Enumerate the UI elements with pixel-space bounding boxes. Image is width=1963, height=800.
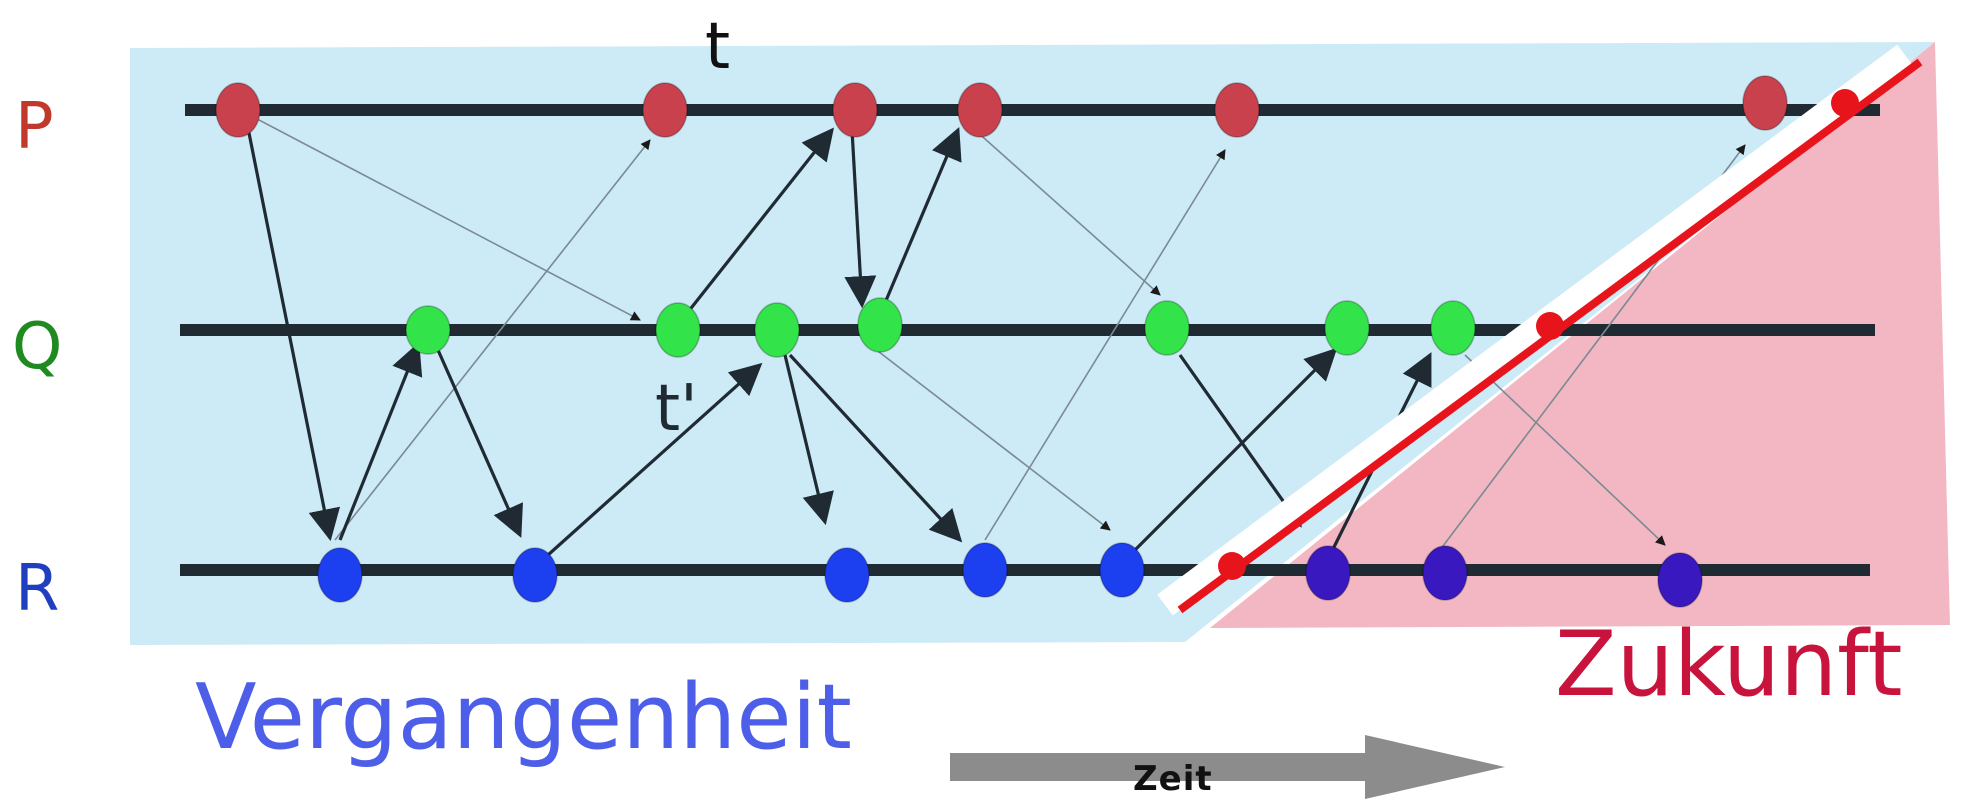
- event-Q[interactable]: [655, 302, 701, 358]
- event-R[interactable]: [962, 542, 1008, 598]
- message: [788, 353, 963, 543]
- message: [1178, 354, 1302, 528]
- message-faint: [984, 149, 1226, 541]
- process-label-Q: Q: [12, 310, 62, 384]
- event-R[interactable]: [1657, 552, 1703, 608]
- event-P[interactable]: [215, 82, 261, 138]
- event-Q[interactable]: [1430, 300, 1476, 356]
- time-label: Zeit: [1133, 759, 1213, 799]
- events-Q: [405, 297, 1476, 358]
- message: [783, 354, 834, 526]
- time-arrow-shaft: [950, 753, 1370, 781]
- message-faint: [869, 344, 1111, 531]
- event-Q[interactable]: [405, 305, 451, 355]
- event-R[interactable]: [1305, 545, 1351, 601]
- cut-event-Q[interactable]: [1536, 312, 1564, 340]
- time-arrow-head: [1365, 735, 1505, 799]
- event-R[interactable]: [1422, 545, 1468, 601]
- message-faint: [974, 129, 1161, 296]
- message: [246, 127, 341, 542]
- message: [844, 129, 877, 309]
- future-label: Zukunft: [1555, 612, 1903, 717]
- label-t: t: [705, 10, 730, 84]
- events-P: [215, 75, 1788, 138]
- message: [436, 349, 523, 538]
- time-arrow: Zeit: [950, 735, 1505, 799]
- timelines: [180, 104, 1880, 576]
- message-faint: [334, 139, 651, 541]
- event-Q[interactable]: [1144, 300, 1190, 356]
- event-P[interactable]: [1214, 82, 1260, 138]
- event-P[interactable]: [957, 82, 1003, 138]
- event-Q[interactable]: [857, 297, 903, 353]
- event-R[interactable]: [824, 547, 870, 603]
- process-label-P: P: [15, 90, 54, 164]
- event-R[interactable]: [317, 547, 363, 603]
- past-label: Vergangenheit: [195, 665, 852, 770]
- event-R[interactable]: [1099, 542, 1145, 598]
- process-label-R: R: [15, 552, 59, 626]
- event-P[interactable]: [832, 82, 878, 138]
- label-t-prime: t': [655, 372, 698, 446]
- message: [686, 127, 834, 313]
- message: [1133, 347, 1338, 552]
- message: [546, 362, 763, 557]
- event-Q[interactable]: [1324, 300, 1370, 356]
- cut-event-P[interactable]: [1831, 89, 1859, 117]
- events-R: [317, 542, 1703, 608]
- message-faint: [1464, 354, 1666, 546]
- message: [338, 342, 423, 541]
- past-region: [130, 42, 1935, 645]
- event-Q-t-prime[interactable]: [754, 302, 800, 358]
- event-R[interactable]: [512, 547, 558, 603]
- event-P-t[interactable]: [642, 82, 688, 138]
- cut-line: [1157, 44, 1923, 616]
- solid-messages: [246, 127, 1432, 557]
- event-P[interactable]: [1742, 75, 1788, 131]
- message-faint: [239, 109, 641, 321]
- message: [880, 127, 962, 311]
- cut-event-R[interactable]: [1218, 552, 1246, 580]
